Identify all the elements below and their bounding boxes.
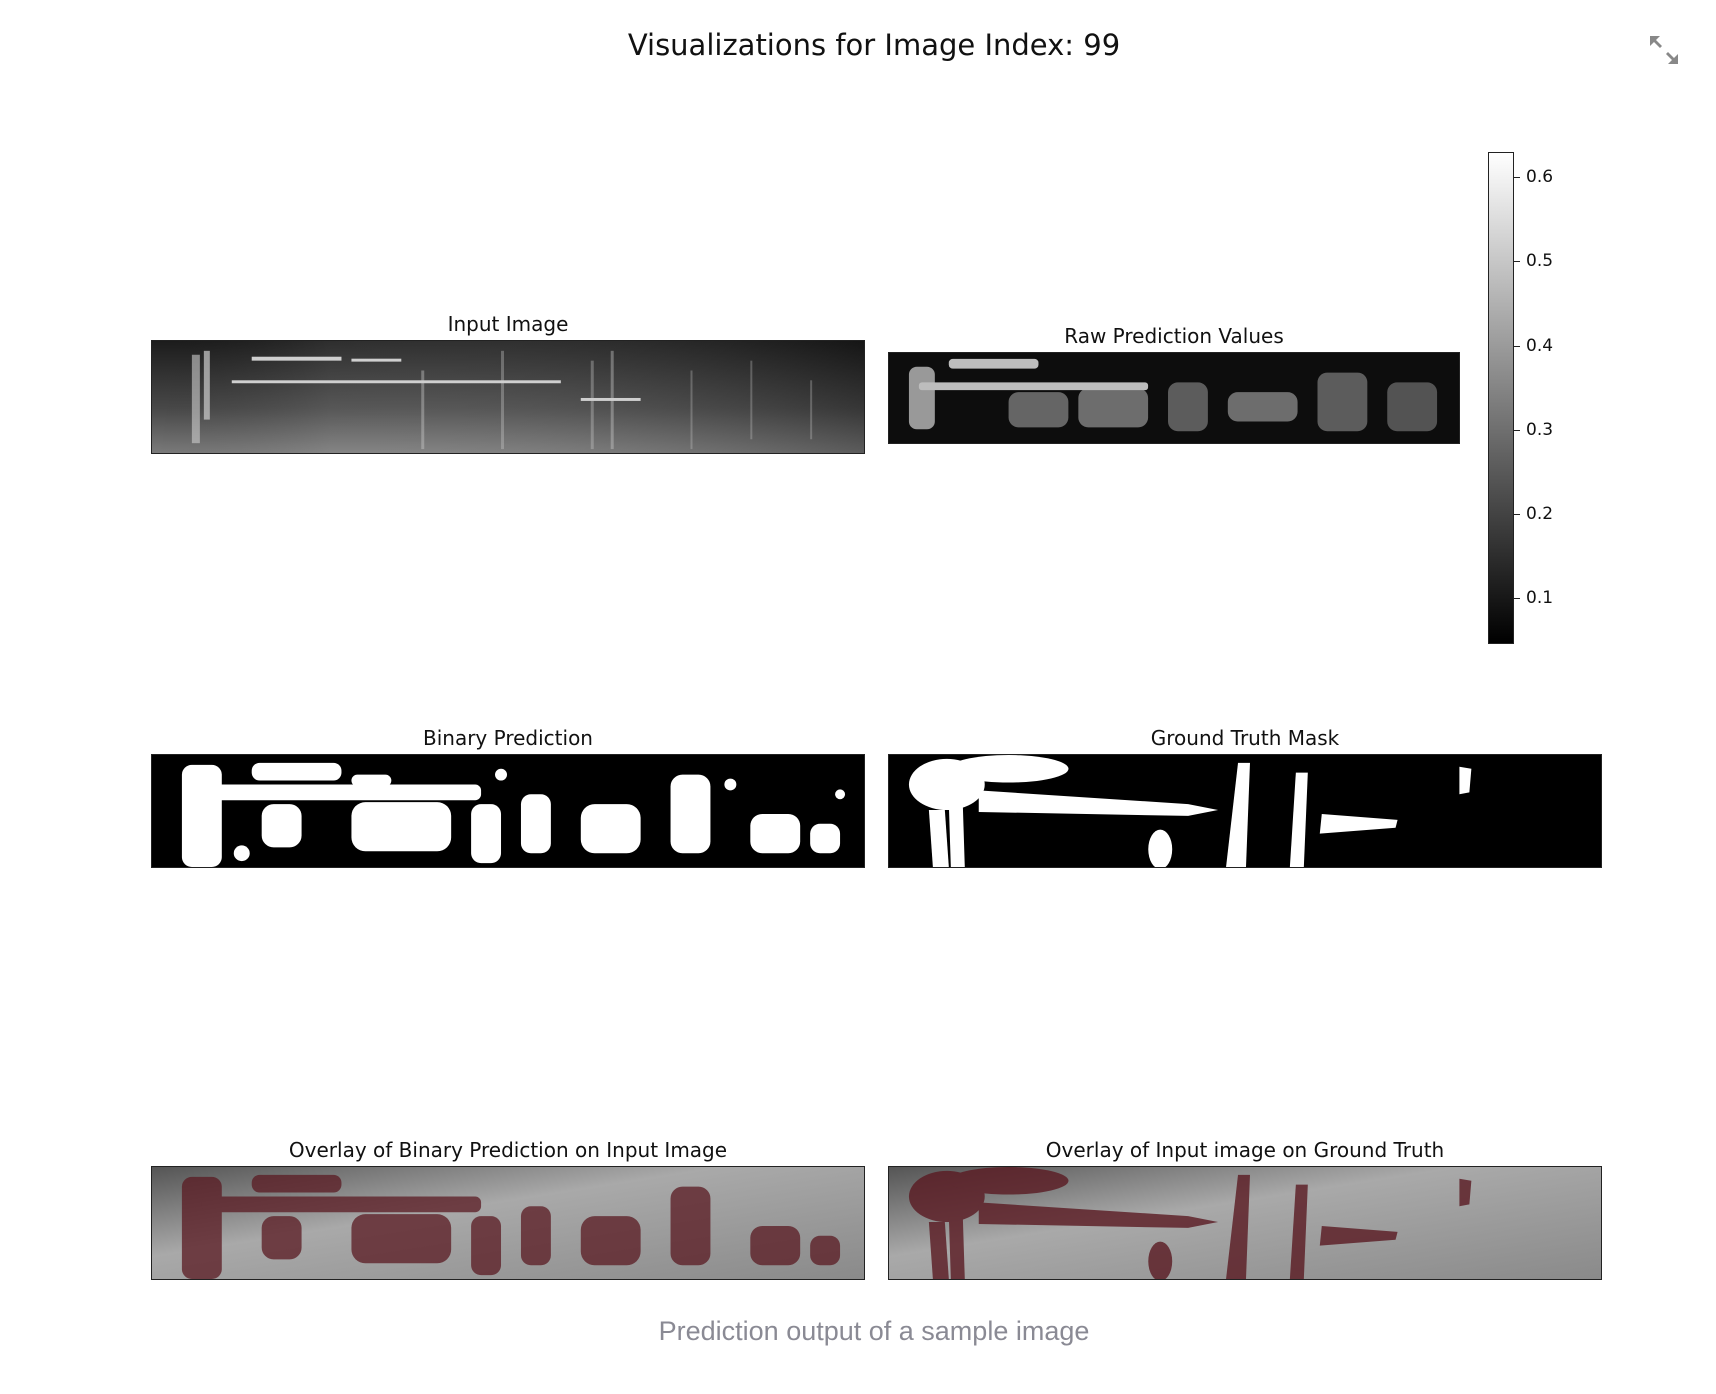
overlay-prediction-title: Overlay of Binary Prediction on Input Im…	[288, 1138, 728, 1162]
overlay-ground-truth-panel	[888, 1166, 1602, 1280]
overlay-ground-truth-title: Overlay of Input image on Ground Truth	[1045, 1138, 1445, 1162]
colorbar-tick-label: 0.1	[1526, 588, 1554, 608]
colorbar	[1488, 152, 1514, 644]
expand-arrows-icon[interactable]	[1646, 32, 1682, 68]
figure-caption: Prediction output of a sample image	[658, 1316, 1090, 1346]
ground-truth-title: Ground Truth Mask	[1150, 726, 1340, 750]
input-image-title: Input Image	[447, 312, 569, 336]
ground-truth-panel	[888, 754, 1602, 868]
figure-title: Visualizations for Image Index: 99	[627, 28, 1121, 62]
colorbar-tick-label: 0.4	[1526, 336, 1554, 356]
input-image-panel	[151, 340, 865, 454]
binary-prediction-title: Binary Prediction	[423, 726, 593, 750]
binary-prediction-panel	[151, 754, 865, 868]
raw-prediction-panel	[888, 352, 1460, 444]
colorbar-tick-label: 0.6	[1526, 167, 1554, 187]
colorbar-tick-label: 0.3	[1526, 420, 1554, 440]
raw-prediction-title: Raw Prediction Values	[1064, 324, 1284, 348]
overlay-prediction-panel	[151, 1166, 865, 1280]
colorbar-tick-label: 0.2	[1526, 504, 1554, 524]
colorbar-tick-label: 0.5	[1526, 251, 1554, 271]
